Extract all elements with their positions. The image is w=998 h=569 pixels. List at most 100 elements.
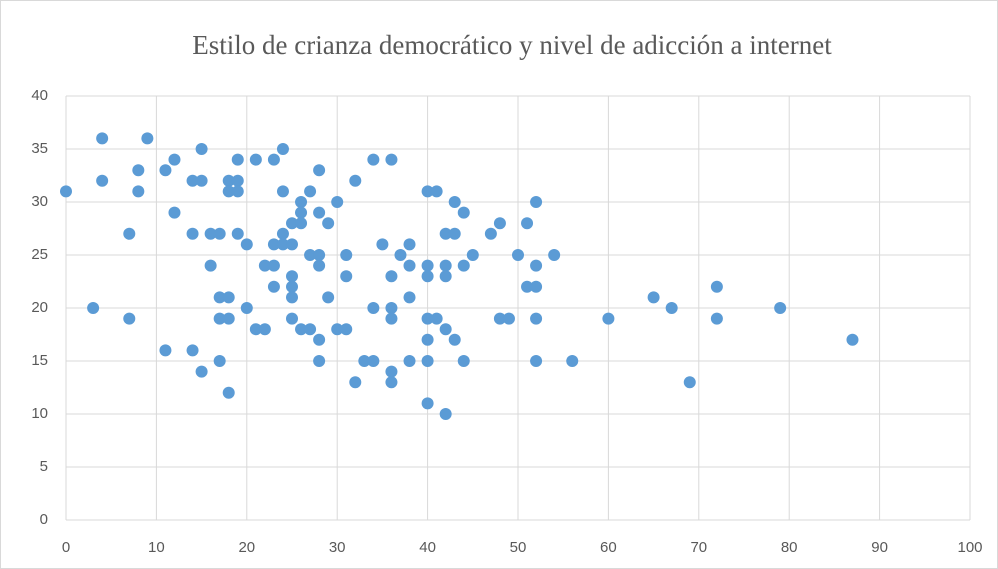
point: [448, 196, 461, 208]
x-tick-label: 30: [329, 539, 346, 556]
point: [439, 270, 452, 283]
point: [267, 280, 280, 293]
point: [213, 227, 226, 240]
point: [421, 259, 434, 272]
point: [484, 227, 497, 240]
point: [286, 217, 298, 230]
point: [313, 206, 326, 219]
point: [267, 153, 280, 166]
point: [295, 323, 308, 336]
x-tick-label: 90: [871, 539, 888, 556]
point: [493, 217, 506, 230]
point: [231, 227, 244, 240]
x-tick-label: 70: [690, 539, 707, 556]
point: [846, 333, 859, 346]
point: [231, 185, 244, 198]
point: [258, 323, 271, 336]
point: [240, 238, 253, 251]
point: [322, 217, 335, 230]
point: [195, 174, 208, 187]
point: [304, 249, 317, 261]
point: [304, 323, 317, 336]
point: [367, 153, 380, 166]
point: [530, 312, 543, 325]
x-tick-label: 100: [957, 539, 982, 556]
point: [286, 270, 298, 283]
point: [159, 344, 172, 357]
point: [331, 323, 344, 336]
point: [87, 302, 100, 314]
point: [376, 238, 389, 251]
point: [331, 196, 344, 208]
point: [96, 174, 109, 187]
point: [231, 153, 244, 166]
point: [313, 164, 326, 177]
point: [683, 376, 696, 389]
point: [276, 238, 289, 251]
point: [286, 238, 298, 251]
point: [304, 185, 317, 198]
point: [385, 376, 398, 389]
point: [530, 355, 543, 367]
point: [421, 397, 434, 410]
point: [159, 164, 172, 177]
point: [385, 153, 398, 166]
point: [421, 355, 434, 367]
point: [60, 185, 72, 198]
point: [295, 217, 308, 230]
point: [530, 280, 543, 293]
point: [421, 333, 434, 346]
x-tick-label: 50: [510, 539, 527, 556]
point: [710, 280, 723, 293]
point: [367, 302, 380, 314]
point: [286, 280, 298, 293]
point: [566, 355, 579, 367]
y-tick-label: 15: [31, 352, 48, 369]
point: [647, 291, 660, 304]
point: [403, 259, 416, 272]
point: [231, 174, 244, 187]
point: [439, 408, 452, 420]
x-tick-label: 20: [238, 539, 255, 556]
point: [222, 185, 235, 198]
point: [313, 249, 326, 261]
point: [123, 312, 136, 325]
y-tick-label: 40: [31, 87, 48, 104]
point: [168, 153, 181, 166]
point: [295, 206, 308, 219]
point: [493, 312, 506, 325]
point: [394, 249, 407, 261]
point: [213, 291, 226, 304]
point: [530, 196, 543, 208]
point: [186, 227, 199, 240]
point: [421, 185, 434, 198]
point: [141, 132, 154, 145]
point: [710, 312, 723, 325]
point: [267, 259, 280, 272]
point: [222, 174, 235, 187]
point: [548, 249, 561, 261]
point: [403, 238, 416, 251]
point: [96, 132, 109, 145]
point: [430, 312, 443, 325]
point: [286, 312, 298, 325]
point: [349, 174, 362, 187]
point: [439, 259, 452, 272]
point: [403, 291, 416, 304]
point: [457, 259, 470, 272]
y-tick-label: 25: [31, 246, 48, 263]
point: [358, 355, 371, 367]
point: [530, 259, 543, 272]
point: [385, 270, 398, 283]
point: [521, 217, 534, 230]
point: [439, 323, 452, 336]
point: [295, 196, 308, 208]
point: [213, 312, 226, 325]
point: [385, 302, 398, 314]
point: [123, 227, 136, 240]
point: [403, 355, 416, 367]
point: [213, 355, 226, 367]
point: [313, 333, 326, 346]
point: [313, 259, 326, 272]
point: [240, 302, 253, 314]
